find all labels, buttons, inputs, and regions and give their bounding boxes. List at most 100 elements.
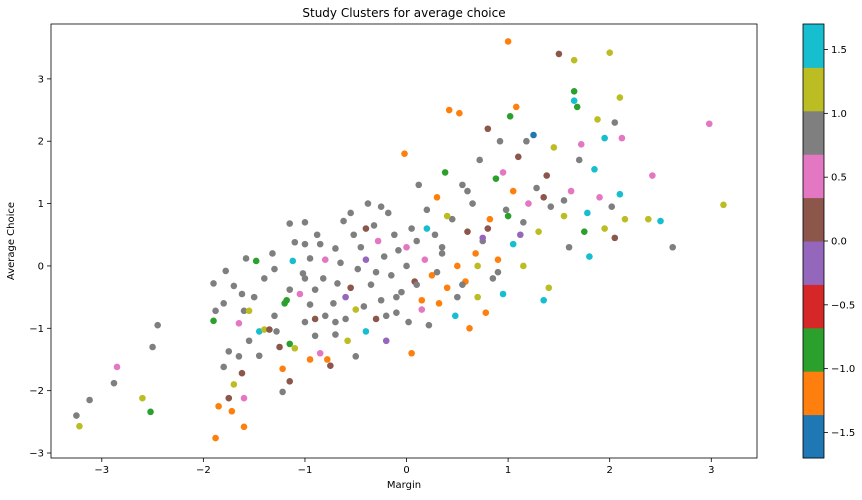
data-point-123 bbox=[459, 181, 466, 189]
colorbar-tick-label-6: 1.5 bbox=[831, 45, 847, 56]
data-point-42 bbox=[276, 343, 283, 351]
data-point-96 bbox=[393, 309, 400, 317]
data-point-50 bbox=[289, 257, 297, 265]
y-tick-label-6: 3 bbox=[38, 74, 44, 85]
data-point-132 bbox=[482, 309, 490, 317]
data-point-84 bbox=[362, 328, 370, 335]
points-layer bbox=[73, 38, 727, 442]
colorbar-segment-8 bbox=[803, 67, 824, 112]
colorbar-tick-label-0: −1.5 bbox=[831, 428, 855, 439]
colorbar-segment-2 bbox=[803, 327, 824, 372]
data-point-205 bbox=[484, 225, 492, 232]
data-point-30 bbox=[238, 290, 246, 298]
data-point-60 bbox=[311, 286, 319, 293]
data-point-65 bbox=[321, 312, 329, 320]
data-point-117 bbox=[443, 284, 451, 292]
data-point-32 bbox=[242, 255, 250, 262]
data-point-173 bbox=[594, 116, 601, 123]
data-point-147 bbox=[517, 231, 524, 239]
colorbar: −1.5 −1.0 −0.5 0.0 0.5 1.0 1.5 bbox=[802, 23, 855, 459]
data-point-68 bbox=[327, 362, 334, 370]
data-point-94 bbox=[388, 272, 395, 279]
y-tick-label-2: −1 bbox=[29, 324, 44, 335]
y-tick-label-5: 2 bbox=[38, 137, 44, 148]
data-point-214 bbox=[362, 225, 370, 232]
data-point-66 bbox=[319, 275, 327, 282]
data-point-167 bbox=[575, 156, 583, 164]
data-point-154 bbox=[540, 296, 547, 304]
data-point-177 bbox=[608, 203, 616, 210]
data-point-175 bbox=[601, 134, 608, 142]
data-point-39 bbox=[269, 250, 276, 257]
data-point-165 bbox=[573, 103, 581, 111]
data-point-55 bbox=[301, 240, 309, 248]
data-point-152 bbox=[533, 184, 540, 192]
data-point-67 bbox=[324, 356, 331, 363]
data-point-129 bbox=[474, 293, 481, 301]
data-point-4 bbox=[110, 379, 118, 387]
data-point-107 bbox=[418, 296, 426, 304]
data-point-93 bbox=[384, 209, 392, 217]
data-point-103 bbox=[408, 349, 415, 357]
x-tick-label-2: −1 bbox=[298, 465, 313, 476]
data-point-218 bbox=[459, 281, 466, 288]
x-tick-label-1: −2 bbox=[196, 465, 211, 476]
data-point-204 bbox=[474, 262, 481, 270]
data-point-16 bbox=[220, 363, 227, 371]
data-point-52 bbox=[286, 220, 294, 227]
data-point-221 bbox=[520, 218, 527, 226]
data-point-31 bbox=[245, 307, 253, 315]
data-point-168 bbox=[577, 141, 585, 148]
data-point-9 bbox=[212, 434, 219, 442]
data-point-125 bbox=[464, 228, 471, 235]
colorbar-tick-label-5: 1.0 bbox=[831, 109, 847, 120]
data-point-224 bbox=[601, 225, 608, 232]
data-point-109 bbox=[423, 206, 431, 214]
data-point-209 bbox=[281, 300, 288, 307]
x-axis-ticks: −3 −2 −1 0 1 2 3 bbox=[94, 458, 714, 476]
data-point-61 bbox=[306, 255, 314, 262]
data-point-148 bbox=[520, 262, 527, 270]
data-point-153 bbox=[535, 228, 542, 235]
data-point-158 bbox=[550, 144, 558, 151]
data-point-185 bbox=[649, 172, 656, 179]
x-tick-label-4: 1 bbox=[505, 465, 511, 476]
data-point-220 bbox=[499, 169, 507, 176]
data-point-181 bbox=[616, 94, 624, 101]
data-point-188 bbox=[705, 120, 713, 128]
data-point-51 bbox=[291, 238, 299, 246]
data-point-49 bbox=[286, 286, 294, 293]
data-point-101 bbox=[405, 318, 412, 326]
data-point-208 bbox=[271, 312, 278, 320]
data-point-156 bbox=[545, 284, 553, 292]
data-point-58 bbox=[311, 315, 319, 323]
data-point-130 bbox=[476, 156, 483, 164]
data-point-35 bbox=[255, 328, 263, 335]
data-point-150 bbox=[525, 200, 532, 207]
data-point-111 bbox=[428, 272, 436, 279]
data-point-174 bbox=[596, 194, 603, 201]
data-point-172 bbox=[591, 165, 598, 173]
data-point-143 bbox=[509, 187, 517, 195]
data-point-40 bbox=[266, 326, 273, 333]
colorbar-segment-1 bbox=[803, 371, 824, 416]
data-point-145 bbox=[512, 103, 520, 111]
data-point-79 bbox=[352, 353, 360, 360]
data-point-10 bbox=[215, 402, 222, 410]
data-point-171 bbox=[586, 253, 593, 260]
data-point-83 bbox=[362, 256, 370, 264]
data-point-105 bbox=[413, 237, 421, 245]
data-point-98 bbox=[398, 288, 405, 296]
data-point-34 bbox=[252, 257, 260, 265]
data-point-45 bbox=[286, 378, 294, 385]
data-point-202 bbox=[454, 293, 461, 301]
data-point-25 bbox=[220, 300, 227, 307]
data-point-138 bbox=[496, 137, 504, 145]
data-point-87 bbox=[370, 222, 378, 229]
colorbar-segment-7 bbox=[803, 110, 824, 155]
data-point-144 bbox=[509, 240, 517, 248]
data-point-159 bbox=[555, 50, 563, 58]
colorbar-tick-label-3: 0.0 bbox=[831, 237, 847, 248]
data-point-37 bbox=[261, 275, 268, 282]
